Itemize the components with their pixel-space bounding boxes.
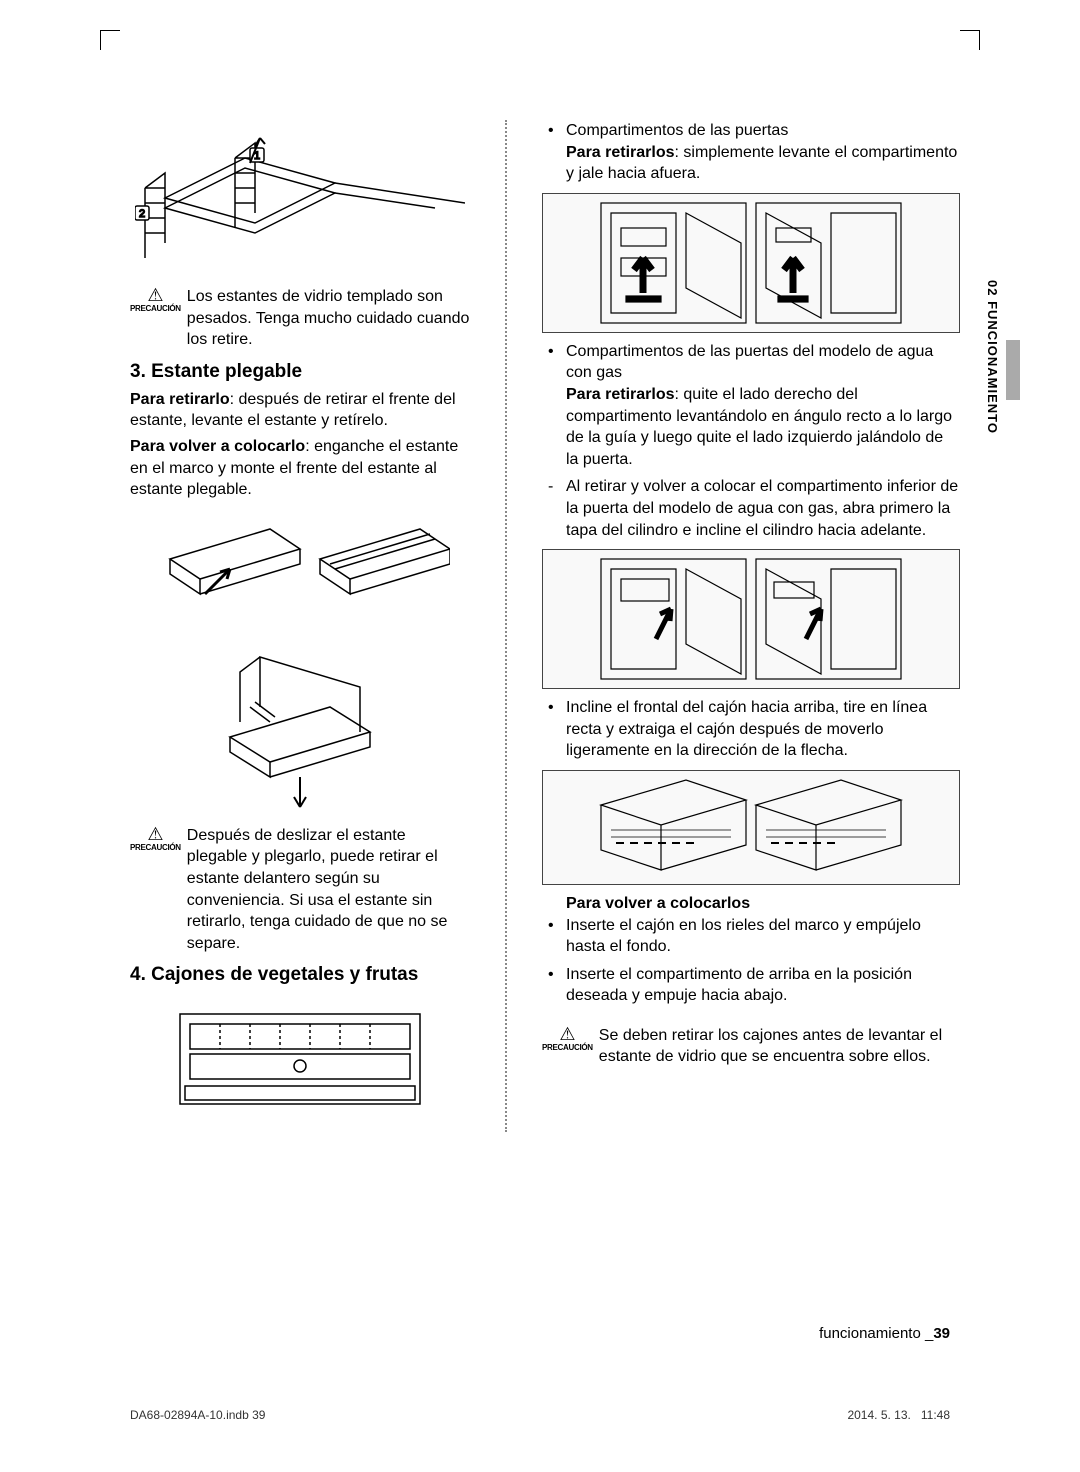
illustration-shelf-remove: 1 2	[130, 128, 470, 278]
caution-block-1: ⚠ PRECAUCIÓN Los estantes de vidrio temp…	[130, 286, 470, 351]
left-column: 1 2 ⚠ PRECAUCIÓN Los estantes de vidrio …	[130, 120, 470, 1132]
replace-step-1: Inserte el cajón en los rieles del marco…	[542, 915, 960, 958]
section-4-heading: 4. Cajones de vegetales y frutas	[130, 964, 470, 986]
side-tab-bar	[1006, 340, 1020, 400]
replace-step-2: Inserte el compartimento de arriba en la…	[542, 964, 960, 1007]
illustration-drawers	[130, 994, 470, 1124]
column-divider	[505, 120, 507, 1132]
side-tab-label: 02 FUNCIONAMIENTO	[985, 280, 1000, 434]
caution-icon: ⚠ PRECAUCIÓN	[130, 286, 181, 313]
section-3-p2: Para volver a colocarlo: enganche el est…	[130, 436, 470, 501]
drawer-tilt-item: Incline el frontal del cajón hacia arrib…	[542, 697, 960, 762]
caution-block-3: ⚠ PRECAUCIÓN Se deben retirar los cajone…	[542, 1025, 960, 1068]
page-content: 1 2 ⚠ PRECAUCIÓN Los estantes de vidrio …	[0, 0, 1080, 1472]
caution-text-2: Después de deslizar el estante plegable …	[187, 825, 470, 955]
sparkling-door-bins-item: Compartimentos de las puertas del modelo…	[542, 341, 960, 471]
replace-heading: Para volver a colocarlos	[542, 893, 960, 915]
meta-filename: DA68-02894A-10.indb 39	[130, 1408, 265, 1422]
section-3-heading: 3. Estante plegable	[130, 361, 470, 383]
caution-icon: ⚠ PRECAUCIÓN	[130, 825, 181, 852]
page-footer: funcionamiento _39	[819, 1325, 950, 1342]
svg-text:2: 2	[139, 208, 145, 220]
illustration-drawer-remove	[542, 770, 960, 885]
caution-text-3: Se deben retirar los cajones antes de le…	[599, 1025, 960, 1068]
section-3-p1: Para retirarlo: después de retirar el fr…	[130, 389, 470, 432]
illustration-door-bins-2	[542, 549, 960, 689]
right-column: Compartimentos de las puertas Para retir…	[542, 120, 960, 1132]
caution-text-1: Los estantes de vidrio templado son pesa…	[187, 286, 470, 351]
meta-datetime: 2014. 5. 13. 11:48	[847, 1408, 950, 1422]
door-bins-item: Compartimentos de las puertas Para retir…	[542, 120, 960, 185]
illustration-door-bins-1	[542, 193, 960, 333]
illustration-foldable-2	[130, 647, 470, 817]
sparkling-note: Al retirar y volver a colocar el compart…	[542, 476, 960, 541]
print-meta: DA68-02894A-10.indb 39 2014. 5. 13. 11:4…	[130, 1408, 950, 1422]
illustration-foldable-1	[130, 509, 470, 639]
caution-icon: ⚠ PRECAUCIÓN	[542, 1025, 593, 1052]
caution-block-2: ⚠ PRECAUCIÓN Después de deslizar el esta…	[130, 825, 470, 955]
